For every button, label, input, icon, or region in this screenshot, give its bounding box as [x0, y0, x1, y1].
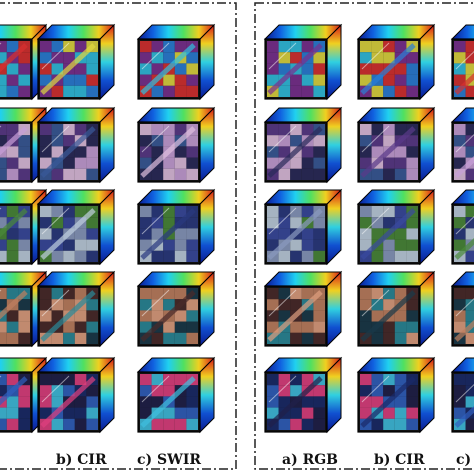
right-caption-cir: b) CIR — [374, 452, 425, 468]
left-panel-border — [0, 2, 237, 470]
spectral-cube — [356, 106, 436, 184]
spectral-cube — [356, 188, 436, 266]
spectral-cube — [356, 23, 436, 101]
spectral-cube — [450, 357, 474, 433]
spectral-cube — [36, 188, 116, 266]
spectral-cube — [36, 356, 116, 434]
spectral-cube — [450, 107, 474, 183]
spectral-cube — [263, 106, 343, 184]
spectral-cube — [263, 270, 343, 348]
spectral-cube — [36, 270, 116, 348]
spectral-cube — [136, 106, 216, 184]
spectral-cube — [356, 270, 436, 348]
spectral-cube — [263, 356, 343, 434]
spectral-cube — [356, 356, 436, 434]
right-panel-border — [254, 2, 474, 470]
right-caption-rgb: a) RGB — [282, 452, 338, 468]
spectral-cube — [450, 189, 474, 265]
spectral-cube — [36, 106, 116, 184]
spectral-cube — [263, 188, 343, 266]
spectral-cube — [136, 23, 216, 101]
spectral-cube — [450, 271, 474, 347]
cube-grid — [0, 23, 474, 434]
left-caption-cir: b) CIR — [56, 452, 107, 468]
spectral-cube — [450, 24, 474, 100]
spectral-cube — [136, 188, 216, 266]
spectral-cube — [136, 270, 216, 348]
spectral-cube — [0, 106, 48, 184]
spectral-cube — [263, 23, 343, 101]
left-caption-swir: c) SWIR — [137, 452, 202, 468]
spectral-cube — [36, 23, 116, 101]
right-caption-c: c) — [456, 452, 472, 468]
spectral-cube — [136, 356, 216, 434]
